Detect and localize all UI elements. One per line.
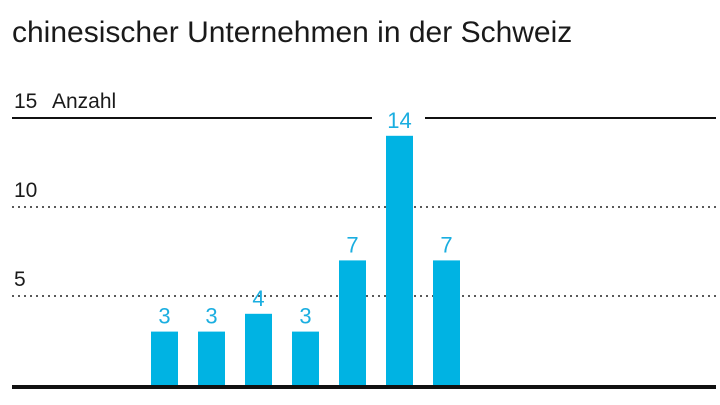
y-tick-label-15: 15 xyxy=(14,90,37,113)
grid-lines xyxy=(12,117,716,297)
value-label-6: 14 xyxy=(387,108,411,133)
bar-2 xyxy=(198,331,225,385)
bar-6 xyxy=(386,135,413,385)
bar-5 xyxy=(339,260,366,385)
value-label-7: 7 xyxy=(440,232,452,257)
value-label-4: 3 xyxy=(299,304,311,329)
y-tick-label-5: 5 xyxy=(14,268,26,291)
bar-4 xyxy=(292,331,319,385)
bars xyxy=(151,135,460,385)
bar-7 xyxy=(433,260,460,385)
value-labels: 3 3 4 3 7 14 7 xyxy=(158,108,452,329)
value-label-1: 3 xyxy=(158,304,170,329)
chart-title: chinesischer Unternehmen in der Schweiz xyxy=(12,16,572,49)
value-label-5: 7 xyxy=(346,232,358,257)
y-axis-ticks: 5 10 15 Anzahl xyxy=(14,90,116,291)
value-label-2: 3 xyxy=(205,304,217,329)
y-tick-label-10: 10 xyxy=(14,179,37,202)
bar-3 xyxy=(245,313,272,385)
value-label-3: 4 xyxy=(252,286,264,311)
bar-1 xyxy=(151,331,178,385)
y-axis-label: Anzahl xyxy=(52,90,116,113)
